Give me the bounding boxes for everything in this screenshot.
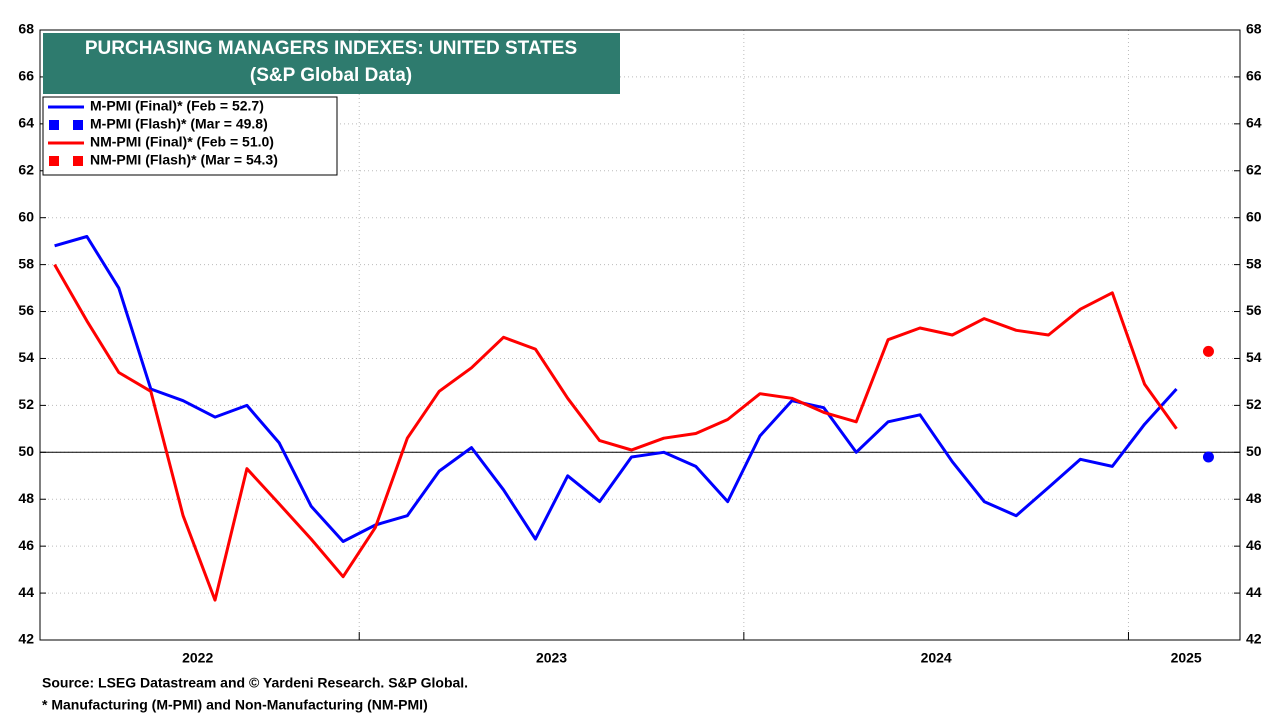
x-tick-label: 2024: [921, 650, 952, 666]
x-tick-label: 2025: [1171, 650, 1202, 666]
y-tick-label: 68: [18, 21, 34, 37]
y2-tick-label: 66: [1246, 68, 1262, 84]
y2-tick-label: 52: [1246, 396, 1262, 412]
x-tick-label: 2022: [182, 650, 213, 666]
legend-label: NM-PMI (Final)* (Feb = 51.0): [90, 134, 274, 150]
y-tick-label: 46: [18, 537, 34, 553]
legend-swatch: [49, 120, 59, 130]
y-tick-label: 50: [18, 443, 34, 459]
title-box: [43, 33, 620, 94]
y2-tick-label: 54: [1246, 349, 1262, 365]
y2-tick-label: 68: [1246, 21, 1262, 37]
source: Source: LSEG Datastream and © Yardeni Re…: [42, 675, 468, 691]
y-tick-label: 58: [18, 255, 34, 271]
series-line: [53, 263, 1178, 602]
chart-title: PURCHASING MANAGERS INDEXES: UNITED STAT…: [85, 38, 577, 59]
flash-point: [1202, 345, 1214, 357]
legend-swatch: [73, 120, 83, 130]
y-tick-label: 64: [18, 115, 34, 131]
y2-tick-label: 56: [1246, 302, 1262, 318]
y2-tick-label: 42: [1246, 631, 1262, 647]
y2-tick-label: 50: [1246, 443, 1262, 459]
legend-label: M-PMI (Final)* (Feb = 52.7): [90, 98, 264, 114]
y-tick-label: 60: [18, 208, 34, 224]
y-tick-label: 62: [18, 161, 34, 177]
legend-label: M-PMI (Flash)* (Mar = 49.8): [90, 116, 268, 132]
y-tick-label: 56: [18, 302, 34, 318]
y2-tick-label: 46: [1246, 537, 1262, 553]
legend-swatch: [73, 156, 83, 166]
flash-point: [1202, 451, 1214, 463]
y2-tick-label: 62: [1246, 161, 1262, 177]
legend-label: NM-PMI (Flash)* (Mar = 54.3): [90, 152, 278, 168]
y-tick-label: 42: [18, 631, 34, 647]
x-tick-label: 2023: [536, 650, 567, 666]
y2-tick-label: 60: [1246, 208, 1262, 224]
y-tick-label: 44: [18, 584, 34, 600]
y-tick-label: 66: [18, 68, 34, 84]
y-tick-label: 48: [18, 490, 34, 506]
legend-swatch: [49, 156, 59, 166]
plot-frame: [39, 29, 1241, 641]
series-line: [54, 235, 1178, 543]
note: * Manufacturing (M-PMI) and Non-Manufact…: [42, 697, 428, 713]
chart-subtitle: (S&P Global Data): [250, 65, 412, 86]
y2-tick-label: 44: [1246, 584, 1262, 600]
legend-box: [42, 96, 338, 176]
y2-tick-label: 48: [1246, 490, 1262, 506]
y-tick-label: 52: [18, 396, 34, 412]
y2-tick-label: 64: [1246, 115, 1262, 131]
y-tick-label: 54: [18, 349, 34, 365]
y2-tick-label: 58: [1246, 255, 1262, 271]
